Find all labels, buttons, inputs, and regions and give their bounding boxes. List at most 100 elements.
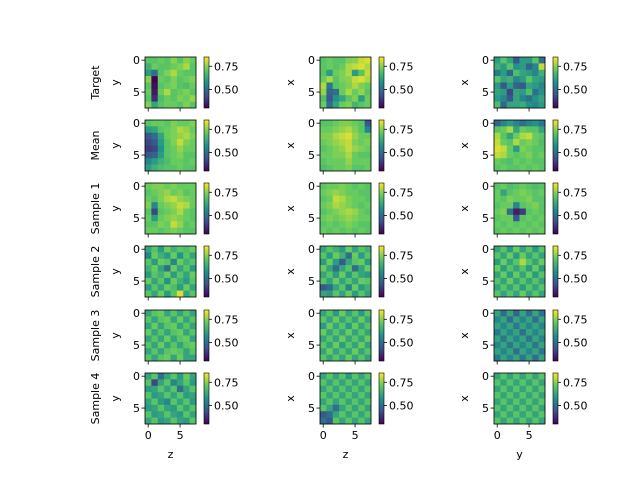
heatmap-cell: [176, 164, 184, 172]
heatmap-cell: [326, 63, 334, 71]
heatmap-cell: [513, 202, 520, 209]
heatmap-cell: [364, 82, 372, 90]
heatmap-cell: [513, 120, 520, 127]
heatmap-cell: [145, 398, 152, 406]
heatmap-cell: [176, 227, 184, 235]
heatmap-cell: [164, 76, 171, 83]
heatmap-cell: [183, 202, 190, 209]
colorbar-tick-label: 0.75: [389, 123, 414, 136]
heatmap-cell: [339, 398, 346, 406]
heatmap-cell: [532, 82, 539, 90]
colorbar-tick-label: 0.75: [563, 313, 588, 326]
heatmap-cell: [332, 57, 340, 64]
heatmap-cell: [320, 202, 327, 209]
heatmap-cell: [189, 290, 197, 298]
heatmap-cell: [358, 392, 365, 399]
heatmap-cell: [532, 76, 539, 83]
heatmap-cell: [513, 195, 520, 203]
heatmap-cell: [364, 126, 372, 134]
heatmap-cell: [494, 277, 501, 285]
heatmap-cell: [326, 284, 334, 291]
heatmap-cell: [151, 373, 159, 380]
heatmap-cell: [513, 126, 520, 134]
y-axis-label: x: [284, 79, 297, 86]
heatmap-cell: [151, 398, 159, 406]
colorbar: [378, 309, 385, 362]
heatmap-cell: [170, 101, 178, 109]
heatmap-cell: [189, 63, 197, 71]
heatmap-cell: [189, 95, 197, 102]
heatmap-panel: 0 5 y 0.75 0.50: [109, 117, 239, 175]
heatmap-cell: [364, 354, 372, 362]
y-tick-label: 0: [308, 180, 315, 193]
heatmap-cell: [183, 404, 190, 412]
heatmap-cell: [538, 392, 546, 399]
heatmap-cell: [320, 208, 327, 216]
heatmap-cell: [494, 246, 501, 253]
heatmap-cell: [351, 69, 359, 77]
heatmap-cell: [183, 398, 190, 406]
heatmap-cell: [320, 284, 327, 291]
heatmap-cell: [364, 258, 372, 266]
heatmap-cell: [157, 417, 165, 425]
heatmap-cell: [494, 354, 501, 362]
heatmap-cell: [525, 57, 533, 64]
heatmap-cell: [164, 189, 171, 197]
heatmap-cell: [176, 145, 184, 153]
x-axis-label: z: [168, 448, 174, 461]
colorbar-tick-label: 0.75: [214, 123, 239, 136]
heatmap-cell: [364, 348, 372, 355]
heatmap-cell: [320, 63, 327, 71]
heatmap-cell: [326, 151, 334, 159]
heatmap-cell: [500, 195, 508, 203]
heatmap-cell: [519, 341, 527, 349]
heatmap-cell: [538, 227, 546, 235]
heatmap-cell: [358, 341, 365, 349]
heatmap-cell: [345, 195, 353, 203]
heatmap-cell: [538, 341, 546, 349]
heatmap-cell: [326, 183, 334, 190]
heatmap-cell: [532, 145, 539, 153]
heatmap-cell: [189, 411, 197, 418]
heatmap-cell: [506, 373, 514, 380]
heatmap-cell: [532, 290, 539, 298]
heatmap-cell: [145, 246, 152, 253]
heatmap-cell: [151, 101, 159, 109]
heatmap-cell: [351, 277, 359, 285]
heatmap-cell: [351, 316, 359, 324]
heatmap-cell: [351, 252, 359, 260]
heatmap-cell: [345, 132, 353, 140]
heatmap-cell: [358, 221, 365, 228]
heatmap-cell: [351, 95, 359, 102]
heatmap-cell: [183, 82, 190, 90]
y-tick-label: 5: [482, 402, 489, 415]
heatmap-cell: [525, 284, 533, 291]
heatmap-cell: [494, 158, 501, 165]
heatmap-cell: [164, 202, 171, 209]
heatmap-cell: [525, 183, 533, 190]
heatmap-cell: [320, 417, 327, 425]
heatmap-cell: [345, 69, 353, 77]
heatmap-cell: [345, 385, 353, 393]
y-tick-label: 0: [308, 307, 315, 320]
heatmap-cell: [506, 341, 514, 349]
heatmap-cell: [176, 373, 184, 380]
heatmap-cell: [345, 202, 353, 209]
heatmap-cell: [183, 277, 190, 285]
heatmap-cell: [170, 404, 178, 412]
heatmap-cell: [145, 202, 152, 209]
heatmap-cell: [157, 88, 165, 96]
heatmap-cell: [513, 329, 520, 336]
heatmap-cell: [183, 139, 190, 146]
y-tick-label: 0: [133, 117, 140, 130]
heatmap-cell: [532, 404, 539, 412]
heatmap-cell: [339, 214, 346, 222]
heatmap-cell: [538, 322, 546, 330]
heatmap-cell: [320, 158, 327, 165]
heatmap-cell: [358, 88, 365, 96]
colorbar-tick-label: 0.50: [214, 146, 239, 159]
heatmap-cell: [176, 202, 184, 209]
heatmap-cell: [145, 221, 152, 228]
heatmap-cell: [500, 290, 508, 298]
heatmap-cell: [351, 417, 359, 425]
